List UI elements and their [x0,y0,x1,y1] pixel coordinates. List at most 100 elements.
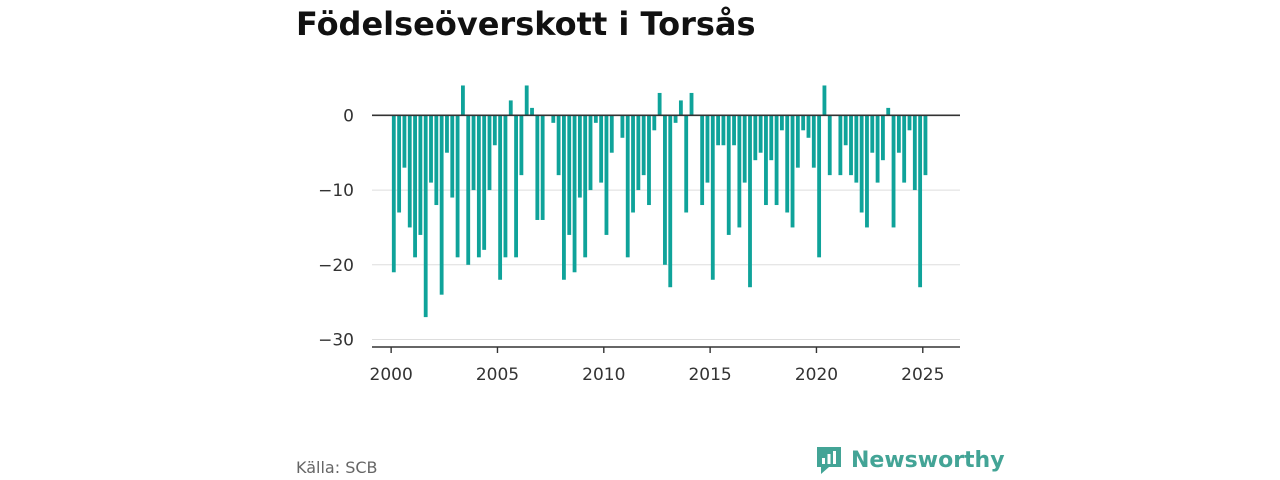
bar [450,115,455,198]
bar [631,115,635,213]
bar [577,115,582,198]
bar [732,115,736,146]
bar [423,115,428,318]
bar [822,85,827,116]
bar [498,115,503,280]
bar [710,115,715,280]
bar [397,115,402,213]
chart-title: Födelseöverskott i Torsås [296,5,756,43]
x-tick-label: 2000 [370,365,413,385]
bar [902,115,907,183]
bar [790,115,795,228]
brand-name: Newsworthy [851,448,1005,473]
bar [865,115,869,228]
bar [716,115,721,146]
bar [785,115,790,213]
bar [514,115,518,258]
bar [769,115,774,161]
source-note: Källa: SCB [296,458,378,477]
bar [652,115,657,131]
bar [737,115,742,228]
bar [429,115,433,183]
bar [556,115,561,176]
bar [806,115,811,138]
bar [434,115,439,206]
bar [530,107,534,116]
newsworthy-logo-icon [817,447,841,474]
bar [912,115,917,191]
bar [700,115,705,206]
bar [439,115,444,295]
bar [583,115,588,258]
x-tick-label: 2020 [795,365,838,385]
x-tick-label: 2015 [688,365,731,385]
bar [907,115,912,131]
y-tick-label: −10 [318,181,354,201]
bar [402,115,407,168]
bar [689,92,694,116]
bar [875,115,880,183]
bar-series [391,85,928,318]
y-axis-labels: 0 −10 −20 −30 [318,106,354,350]
bar [726,115,731,235]
bar [795,115,800,168]
y-tick-label: −20 [318,256,354,276]
bar [391,115,396,273]
bar [859,115,864,213]
bar [461,85,465,116]
bar [487,115,492,191]
bar [881,115,885,161]
bar [891,115,896,228]
bar [503,115,508,258]
bar [758,115,763,153]
bar [827,115,832,176]
bar [471,115,476,191]
bar [801,115,806,131]
bar [445,115,449,153]
bar [524,85,529,116]
bar [476,115,481,258]
bar [678,100,683,116]
bar [918,115,923,288]
bar [923,115,928,176]
bar [742,115,747,183]
bar [663,115,667,265]
bar [896,115,901,153]
bar [811,115,816,168]
y-tick-label: 0 [343,106,354,126]
bar [668,115,673,288]
bar [593,115,598,123]
bar [567,115,572,235]
bar [418,115,423,235]
bar [540,115,545,220]
bar [562,115,566,280]
bar [647,115,651,206]
bar [753,115,758,161]
bar [721,115,726,146]
bar [764,115,768,206]
bar [684,115,689,213]
brand-logo[interactable]: Newsworthy [815,445,1005,477]
y-tick-label: −30 [318,331,354,351]
bar [854,115,859,183]
bar [551,115,556,123]
bar [673,115,678,123]
bar [572,115,577,273]
bar [705,115,710,183]
bar [636,115,641,191]
x-tick-label: 2025 [901,365,944,385]
bar [625,115,630,258]
bar [838,115,843,176]
bar [843,115,848,146]
bar [508,100,513,116]
bar [657,92,662,116]
bar [774,115,779,206]
bar [641,115,646,176]
bar [482,115,487,250]
bar [535,115,540,220]
bar [407,115,412,228]
bar [748,115,752,288]
bar [455,115,460,258]
bar [870,115,875,153]
